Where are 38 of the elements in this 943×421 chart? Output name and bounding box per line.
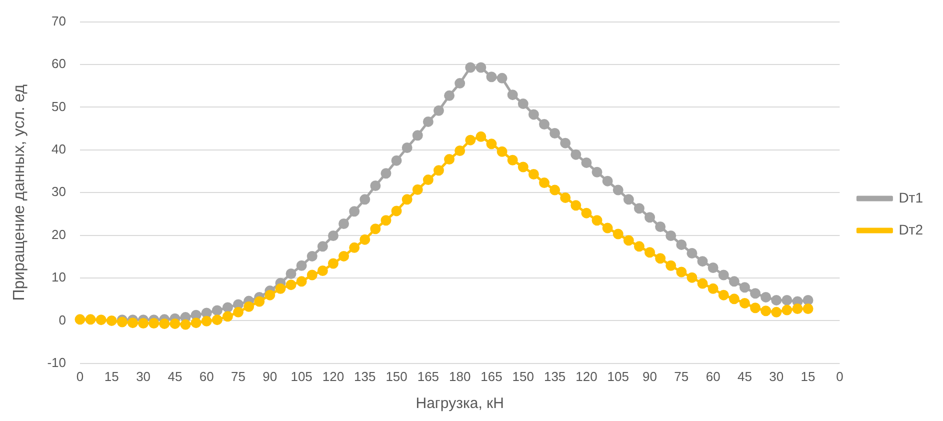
- x-tick-label: 150: [512, 368, 534, 384]
- y-tick-label: 60: [52, 56, 66, 72]
- x-tick-label: 15: [104, 368, 119, 384]
- legend-label: Dт2: [898, 221, 924, 238]
- x-tick-label: 60: [199, 368, 214, 384]
- x-tick-label: 105: [290, 368, 312, 384]
- x-tick-label: 180: [448, 368, 471, 384]
- x-tick-label: 165: [480, 368, 502, 384]
- x-axis-title: Нагрузка, кН: [416, 395, 504, 412]
- y-tick-label: 0: [58, 312, 66, 328]
- x-tick-label: 15: [800, 368, 816, 384]
- x-tick-label: 135: [354, 368, 376, 384]
- x-tick-label: 45: [737, 368, 752, 384]
- x-tick-label: 30: [769, 368, 784, 384]
- y-tick-label: 70: [52, 13, 66, 28]
- x-tick-label: 60: [706, 368, 720, 384]
- x-tick-label: 135: [544, 368, 566, 384]
- x-tick-label: 75: [231, 368, 246, 384]
- y-tick-label: 50: [52, 98, 66, 114]
- y-tick-label: 10: [52, 270, 66, 285]
- x-tick-label: 120: [322, 368, 344, 384]
- x-tick-label: 165: [417, 368, 440, 384]
- x-tick-label: 150: [386, 368, 408, 384]
- y-tick-label: -10: [47, 354, 66, 370]
- x-tick-label: 75: [674, 368, 689, 384]
- x-tick-label: 90: [642, 368, 657, 384]
- x-tick-label: 0: [76, 368, 84, 384]
- y-tick-label: 30: [52, 184, 66, 200]
- x-tick-label: 120: [576, 368, 598, 384]
- legend-label: Dт1: [898, 189, 924, 206]
- y-tick-label: 20: [52, 226, 66, 242]
- x-tick-label: 105: [607, 368, 629, 384]
- x-tick-label: 0: [836, 368, 844, 384]
- y-axis-title: Приращение данных, усл. ед: [11, 84, 28, 301]
- x-tick-label: 30: [136, 368, 151, 384]
- x-tick-label: 90: [262, 368, 278, 384]
- y-tick-label: 40: [52, 141, 66, 156]
- x-tick-label: 45: [168, 368, 182, 384]
